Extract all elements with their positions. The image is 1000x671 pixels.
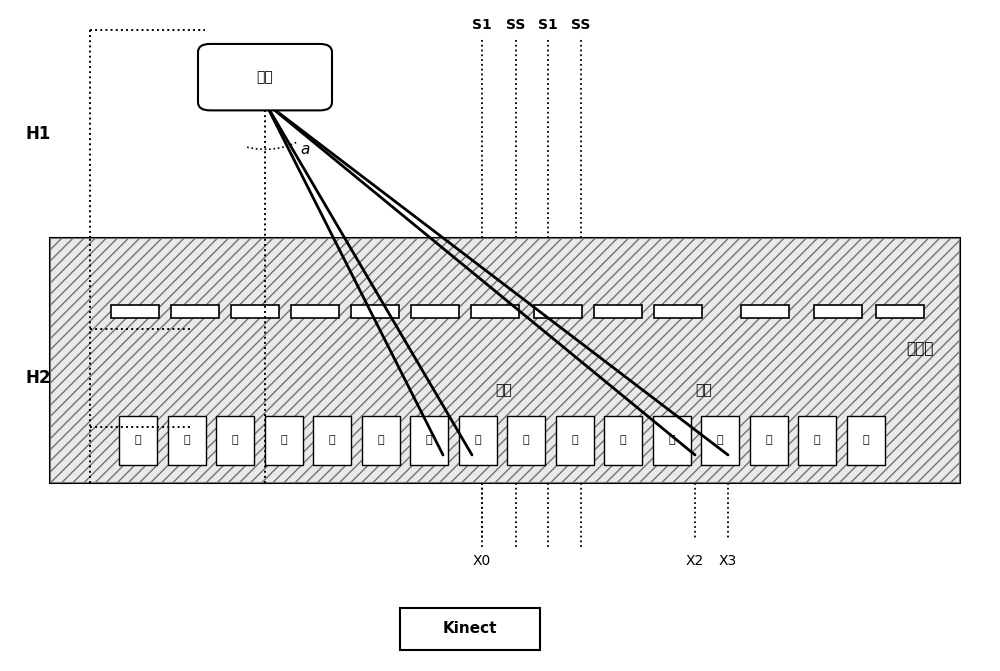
Bar [741, 305, 789, 318]
Bar [410, 416, 448, 465]
Bar [216, 416, 254, 465]
Text: 右: 右 [862, 435, 869, 446]
Bar [362, 416, 400, 465]
Text: 左: 左 [523, 435, 529, 446]
Bar [171, 305, 219, 318]
Text: SS: SS [506, 18, 526, 32]
Bar [654, 305, 702, 318]
Text: 串扰: 串扰 [695, 383, 712, 397]
Bar [701, 416, 739, 465]
Text: 右: 右 [668, 435, 675, 446]
Bar [411, 305, 459, 318]
Bar [876, 305, 924, 318]
Text: 右: 右 [765, 435, 772, 446]
Bar [291, 305, 339, 318]
Text: 左: 左 [329, 435, 335, 446]
Bar [556, 416, 594, 465]
Text: Kinect: Kinect [443, 621, 497, 636]
Text: 右: 右 [377, 435, 384, 446]
Text: S1: S1 [538, 18, 558, 32]
Text: H2: H2 [25, 369, 51, 386]
Text: H1: H1 [25, 125, 51, 143]
Bar [594, 305, 642, 318]
Text: 左眼: 左眼 [257, 70, 273, 84]
Text: 右: 右 [474, 435, 481, 446]
Text: 左: 左 [717, 435, 723, 446]
Bar [119, 416, 157, 465]
Text: X2: X2 [686, 554, 704, 568]
Bar [750, 416, 788, 465]
Bar [313, 416, 351, 465]
Text: 右: 右 [280, 435, 287, 446]
Text: 正常: 正常 [495, 383, 512, 397]
Text: 右: 右 [571, 435, 578, 446]
Text: S1: S1 [472, 18, 492, 32]
Bar [264, 416, 302, 465]
Text: 左: 左 [814, 435, 820, 446]
Bar [507, 416, 545, 465]
Text: a: a [300, 142, 310, 157]
Bar [471, 305, 519, 318]
Bar [846, 416, 885, 465]
Bar [534, 305, 582, 318]
Text: 左: 左 [135, 435, 141, 446]
Bar [814, 305, 862, 318]
Bar [50, 238, 960, 483]
Bar [351, 305, 399, 318]
Bar [652, 416, 690, 465]
Text: X0: X0 [473, 554, 491, 568]
Text: SS: SS [571, 18, 591, 32]
Bar [458, 416, 496, 465]
Bar [168, 416, 206, 465]
Bar [111, 305, 159, 318]
Text: 左: 左 [232, 435, 238, 446]
Bar [50, 238, 960, 483]
Bar [604, 416, 642, 465]
Text: 左: 左 [620, 435, 626, 446]
FancyBboxPatch shape [198, 44, 332, 110]
Bar [231, 305, 279, 318]
Text: 右: 右 [183, 435, 190, 446]
Bar [798, 416, 836, 465]
Text: 左: 左 [426, 435, 432, 446]
Bar [400, 608, 540, 650]
Text: 电视机: 电视机 [906, 341, 934, 356]
Text: X3: X3 [719, 554, 737, 568]
